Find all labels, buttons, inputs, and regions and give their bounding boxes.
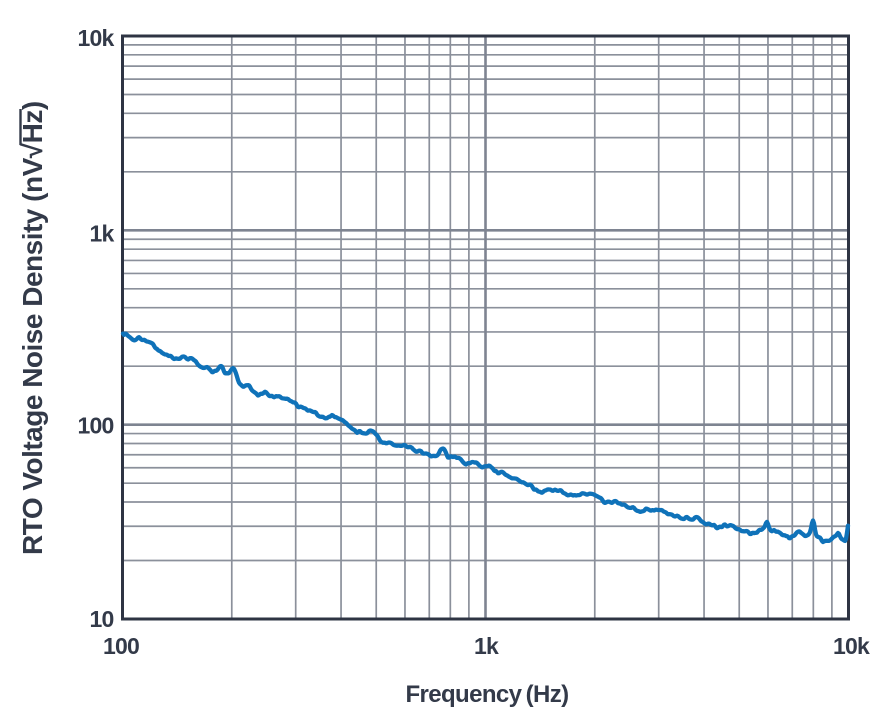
svg-text:10k: 10k <box>833 633 870 659</box>
svg-text:10: 10 <box>90 606 114 632</box>
svg-text:100: 100 <box>103 633 139 659</box>
svg-text:100: 100 <box>78 413 114 439</box>
svg-text:1k: 1k <box>474 633 499 659</box>
svg-text:RTO Voltage Noise Density (nV√: RTO Voltage Noise Density (nV√Hz) <box>17 101 48 555</box>
svg-text:1k: 1k <box>90 221 115 247</box>
svg-text:10k: 10k <box>78 25 115 51</box>
svg-text:Frequency (Hz): Frequency (Hz) <box>405 681 568 708</box>
